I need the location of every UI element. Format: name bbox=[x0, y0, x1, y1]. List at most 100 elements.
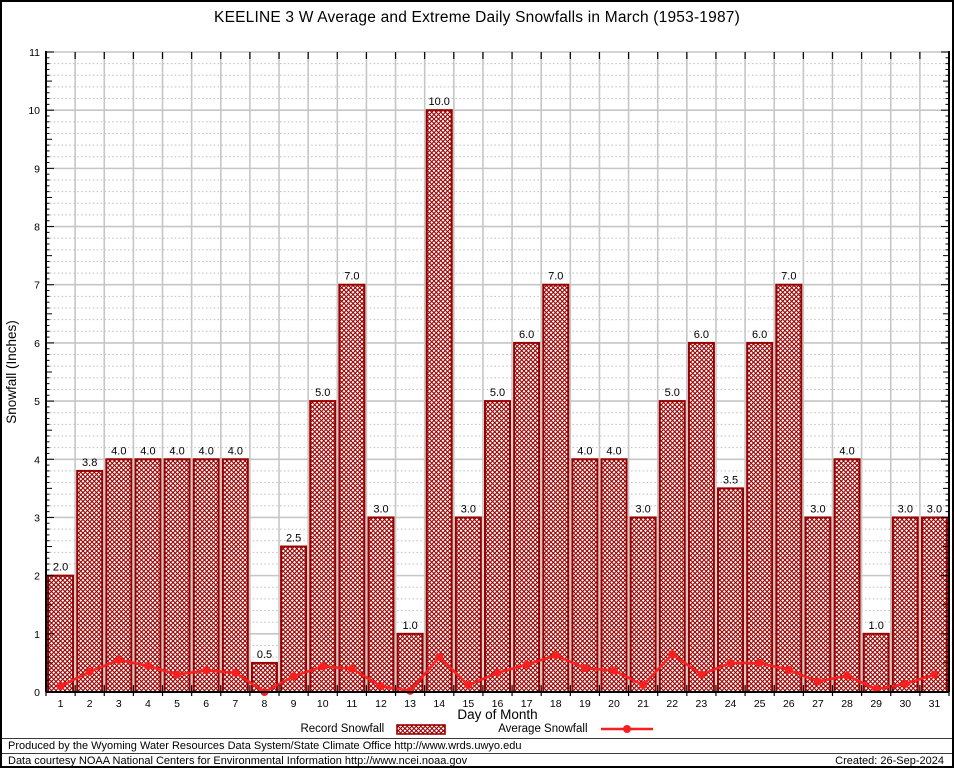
x-tick-label: 2 bbox=[87, 698, 93, 710]
record-snowfall-bar bbox=[833, 458, 861, 694]
chart-title: KEELINE 3 W Average and Extreme Daily Sn… bbox=[214, 9, 740, 26]
bar-value-label: 1.0 bbox=[402, 620, 417, 632]
record-snowfall-bar bbox=[309, 400, 337, 693]
bar-value-label: 2.5 bbox=[286, 533, 301, 545]
bar-value-label: 4.0 bbox=[169, 445, 184, 457]
bar-value-label: 6.0 bbox=[694, 329, 709, 341]
bar-value-label: 1.0 bbox=[869, 620, 884, 632]
record-snowfall-bar bbox=[454, 516, 482, 693]
grid bbox=[46, 51, 949, 692]
bar-value-label: 6.0 bbox=[752, 329, 767, 341]
x-tick-label: 26 bbox=[783, 698, 795, 710]
average-point bbox=[464, 681, 473, 690]
x-tick-label: 6 bbox=[203, 698, 209, 710]
y-tick-label: 1 bbox=[34, 629, 40, 641]
x-tick-label: 8 bbox=[262, 698, 268, 710]
x-tick-label: 17 bbox=[521, 698, 533, 710]
average-point bbox=[435, 653, 444, 662]
y-tick-label: 11 bbox=[29, 47, 40, 59]
average-point bbox=[202, 666, 211, 675]
record-snowfall-bar bbox=[600, 458, 628, 694]
average-point bbox=[289, 672, 298, 681]
footer-produced-by: Produced by the Wyoming Water Resources … bbox=[8, 740, 522, 752]
x-tick-label: 4 bbox=[145, 698, 151, 710]
average-point bbox=[610, 666, 619, 675]
record-snowfall-bar bbox=[367, 516, 395, 693]
bar-value-label: 5.0 bbox=[315, 387, 330, 399]
bar-value-label: 3.8 bbox=[82, 457, 97, 469]
record-snowfall-bar bbox=[338, 283, 366, 693]
x-tick-label: 3 bbox=[116, 698, 122, 710]
average-point bbox=[726, 658, 735, 667]
bar-value-label: 3.0 bbox=[635, 503, 650, 515]
record-snowfall-bar bbox=[163, 458, 191, 694]
average-point bbox=[639, 681, 648, 690]
bar-value-label: 3.0 bbox=[461, 503, 476, 515]
average-snowfall-line bbox=[56, 650, 939, 696]
average-point bbox=[930, 670, 939, 679]
bar-value-label: 4.0 bbox=[199, 445, 214, 457]
bar-value-label: 4.0 bbox=[839, 445, 854, 457]
footer-divider-2 bbox=[2, 753, 952, 754]
bar-value-label: 0.5 bbox=[257, 649, 272, 661]
y-tick-label: 2 bbox=[34, 571, 40, 583]
record-snowfall-bar bbox=[629, 516, 657, 693]
x-tick-label: 30 bbox=[899, 698, 911, 710]
footer-divider-1 bbox=[2, 738, 952, 739]
average-point bbox=[551, 651, 560, 660]
record-snowfall-bar bbox=[891, 516, 919, 693]
x-tick-label: 12 bbox=[375, 698, 387, 710]
axis-labels: 1 2 3 4 5 6 7 8 9 10 11 12 13 14 15 16 17 18 19 20 21 22 23 24 2… bbox=[4, 47, 940, 722]
average-point bbox=[143, 661, 152, 670]
average-point bbox=[347, 664, 356, 673]
average-point bbox=[493, 668, 502, 677]
record-snowfall-bar bbox=[746, 341, 774, 693]
footer-data-courtesy: Data courtesy NOAA National Centers for … bbox=[8, 755, 468, 767]
bar-value-label: 4.0 bbox=[606, 445, 621, 457]
bar-value-label: 5.0 bbox=[490, 387, 505, 399]
x-tick-label: 31 bbox=[929, 698, 941, 710]
bar-value-label: 3.0 bbox=[927, 503, 942, 515]
average-point bbox=[114, 656, 123, 664]
bar-value-label: 3.0 bbox=[373, 503, 388, 515]
record-snowfall-bar bbox=[571, 458, 599, 694]
bar-value-label: 2.0 bbox=[53, 562, 68, 574]
bar-value-label: 4.0 bbox=[577, 445, 592, 457]
x-tick-label: 20 bbox=[608, 698, 620, 710]
average-point bbox=[231, 668, 240, 677]
bar-value-label: 7.0 bbox=[781, 271, 796, 283]
record-snowfall-bar bbox=[658, 400, 686, 693]
legend-record-swatch-icon bbox=[396, 723, 447, 735]
record-snowfall-bar bbox=[221, 458, 249, 694]
average-point bbox=[56, 682, 65, 691]
record-snowfall-bar bbox=[542, 283, 570, 693]
average-point bbox=[755, 658, 764, 667]
x-tick-label: 24 bbox=[725, 698, 737, 710]
snowfall-chart: 2.0 3.8 4.0 4.0 4.0 4.0 4.0 0.5 2.5 5.0 7.0 3.0 1.0 1… bbox=[4, 47, 950, 722]
record-snowfall-bar bbox=[687, 341, 715, 693]
record-snowfall-bar bbox=[396, 632, 424, 693]
bar-value-label: 3.5 bbox=[723, 474, 738, 486]
average-point bbox=[376, 682, 385, 691]
x-tick-label: 10 bbox=[317, 698, 329, 710]
average-point bbox=[173, 670, 182, 679]
record-snowfall-bar bbox=[804, 516, 832, 693]
average-point bbox=[406, 686, 415, 695]
bar-value-label: 3.0 bbox=[810, 503, 825, 515]
y-tick-label: 4 bbox=[34, 454, 40, 466]
bar-value-label: 3.0 bbox=[898, 503, 913, 515]
record-snowfall-bar bbox=[192, 458, 220, 694]
record-snowfall-bar bbox=[513, 341, 541, 693]
x-tick-label: 7 bbox=[232, 698, 238, 710]
x-tick-label: 21 bbox=[637, 698, 649, 710]
record-snowfall-bar bbox=[775, 283, 803, 693]
bar-value-label: 4.0 bbox=[228, 445, 243, 457]
y-tick-label: 9 bbox=[34, 163, 40, 175]
y-tick-label: 0 bbox=[34, 687, 40, 699]
record-snowfall-bar bbox=[484, 400, 511, 693]
average-point bbox=[784, 665, 793, 674]
x-tick-label: 23 bbox=[696, 698, 708, 710]
record-snowfall-bar bbox=[134, 458, 162, 694]
x-tick-label: 18 bbox=[550, 698, 562, 710]
